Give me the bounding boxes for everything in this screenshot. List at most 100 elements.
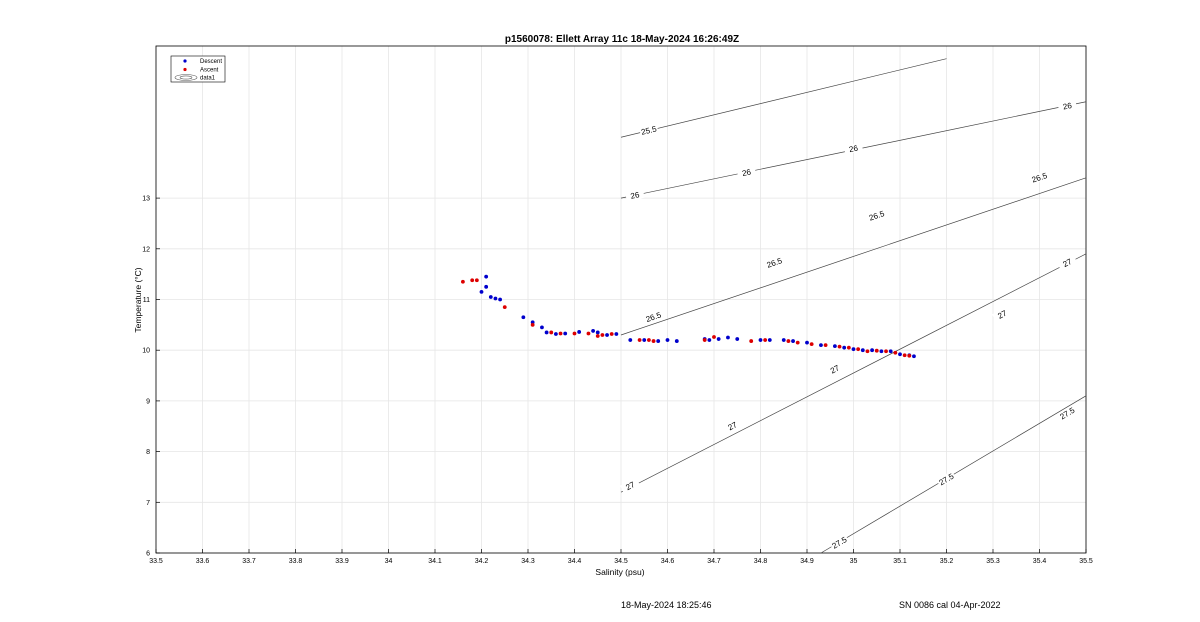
contour-label-bg [824, 360, 845, 378]
ascent-point [530, 322, 535, 327]
ascent-point [502, 305, 507, 310]
ascent-point [637, 338, 642, 342]
contour-label: 27 [727, 420, 740, 432]
ascent-point [763, 338, 768, 342]
y-tick-label: 11 [143, 297, 150, 304]
contour-line [620, 58, 947, 138]
contour-label-bg [620, 477, 641, 494]
descent-point [540, 325, 544, 330]
legend-data1-label: data1 [200, 76, 216, 82]
y-axis-label: Temperature (°C) [133, 267, 143, 332]
contour-label-bg [638, 123, 659, 137]
ascent-point [549, 330, 554, 335]
x-tick-label: 33.6 [196, 558, 210, 565]
y-tick-label: 13 [142, 196, 150, 203]
contour-label-bg [936, 470, 957, 488]
descent-point [595, 330, 600, 335]
ascent-point [837, 344, 842, 349]
descent-point [805, 340, 809, 345]
ascent-point [884, 349, 888, 354]
contour-label: 26 [630, 190, 641, 201]
ascent-point [856, 347, 861, 352]
ascent-point [595, 334, 600, 338]
descent-point [888, 349, 893, 354]
x-tick-label: 35.5 [1079, 558, 1093, 565]
x-tick-label: 34.5 [614, 558, 628, 565]
y-tick-label: 10 [142, 348, 150, 355]
contour-label: 26 [848, 144, 859, 155]
descent-point [605, 333, 609, 337]
descent-point [479, 289, 484, 294]
contour-label-bg [1057, 404, 1078, 422]
ascent-point [795, 340, 800, 345]
y-tick-label: 12 [142, 246, 150, 253]
contour-label: 26 [1062, 101, 1073, 112]
x-tick-label: 34.9 [800, 558, 814, 565]
data-points [461, 274, 916, 359]
contour-label-bg [1029, 170, 1050, 185]
legend-descent-marker [183, 59, 187, 63]
descent-point [735, 337, 740, 341]
x-tick-label: 34.3 [521, 558, 535, 565]
contour-label-bg [1057, 99, 1078, 113]
contour-label-bg [722, 417, 743, 434]
contour-label-bg [643, 309, 664, 324]
descent-point [860, 348, 865, 353]
ascent-point [702, 338, 707, 342]
descent-point [642, 338, 647, 342]
descent-point [898, 352, 902, 357]
contour-line [620, 253, 1087, 493]
descent-point [484, 284, 489, 289]
contour-label: 27 [996, 308, 1009, 320]
descent-point [554, 332, 558, 336]
legend-contour-icon [174, 74, 198, 81]
contour-label-bg [829, 533, 850, 551]
descent-point [614, 332, 619, 336]
ascent-point [874, 348, 879, 353]
axis-ticks: 33.5 33.6 33.7 33.8 33.9 34 34.1 34.2 34.3 34.4 34… [142, 196, 1093, 565]
x-tick-label: 34.4 [568, 558, 582, 565]
contour-label-bg [843, 142, 864, 155]
y-tick-label: 7 [146, 500, 150, 507]
contour-label: 26 [741, 167, 752, 178]
contour-label-bg [866, 208, 887, 223]
contour-line [620, 177, 1087, 336]
descent-point [656, 339, 661, 343]
descent-point [781, 338, 786, 342]
legend-ascent-label: Ascent [200, 68, 219, 74]
ascent-point [712, 335, 716, 339]
descent-point [767, 338, 772, 342]
contour-label-bg [625, 188, 645, 202]
ascent-point [893, 350, 898, 355]
chart-title: p1560078: Ellett Array 11c 18-May-2024 1… [505, 34, 739, 45]
descent-point [628, 338, 633, 342]
descent-point [870, 348, 874, 353]
ascent-point [572, 331, 577, 336]
contour-label: 27 [624, 480, 637, 492]
descent-point [833, 344, 837, 349]
contour-label-bg [736, 166, 757, 179]
x-tick-label: 35.1 [893, 558, 907, 565]
ascent-point [461, 279, 465, 284]
x-tick-label: 33.7 [242, 558, 256, 565]
legend-contour-icon-inner [179, 75, 193, 80]
x-tick-label: 33.9 [335, 558, 349, 565]
ascent-point [470, 278, 475, 283]
descent-point [842, 345, 847, 350]
descent-point [488, 295, 493, 299]
ascent-point [865, 349, 870, 354]
density-contours: 25.52626262626.526.526.526.5272727272727… [620, 58, 1087, 554]
ascent-point [846, 345, 851, 350]
x-tick-label: 34.6 [661, 558, 675, 565]
ascent-point [907, 353, 912, 358]
y-tick-label: 9 [146, 398, 150, 405]
legend-descent-label: Descent [200, 59, 222, 65]
ascent-point [474, 278, 479, 283]
ascent-point [823, 343, 828, 348]
ascent-point [609, 332, 614, 336]
contour-label-bg [1057, 254, 1078, 271]
descent-point [726, 335, 730, 340]
ascent-point [902, 353, 907, 358]
descent-point [544, 330, 549, 335]
